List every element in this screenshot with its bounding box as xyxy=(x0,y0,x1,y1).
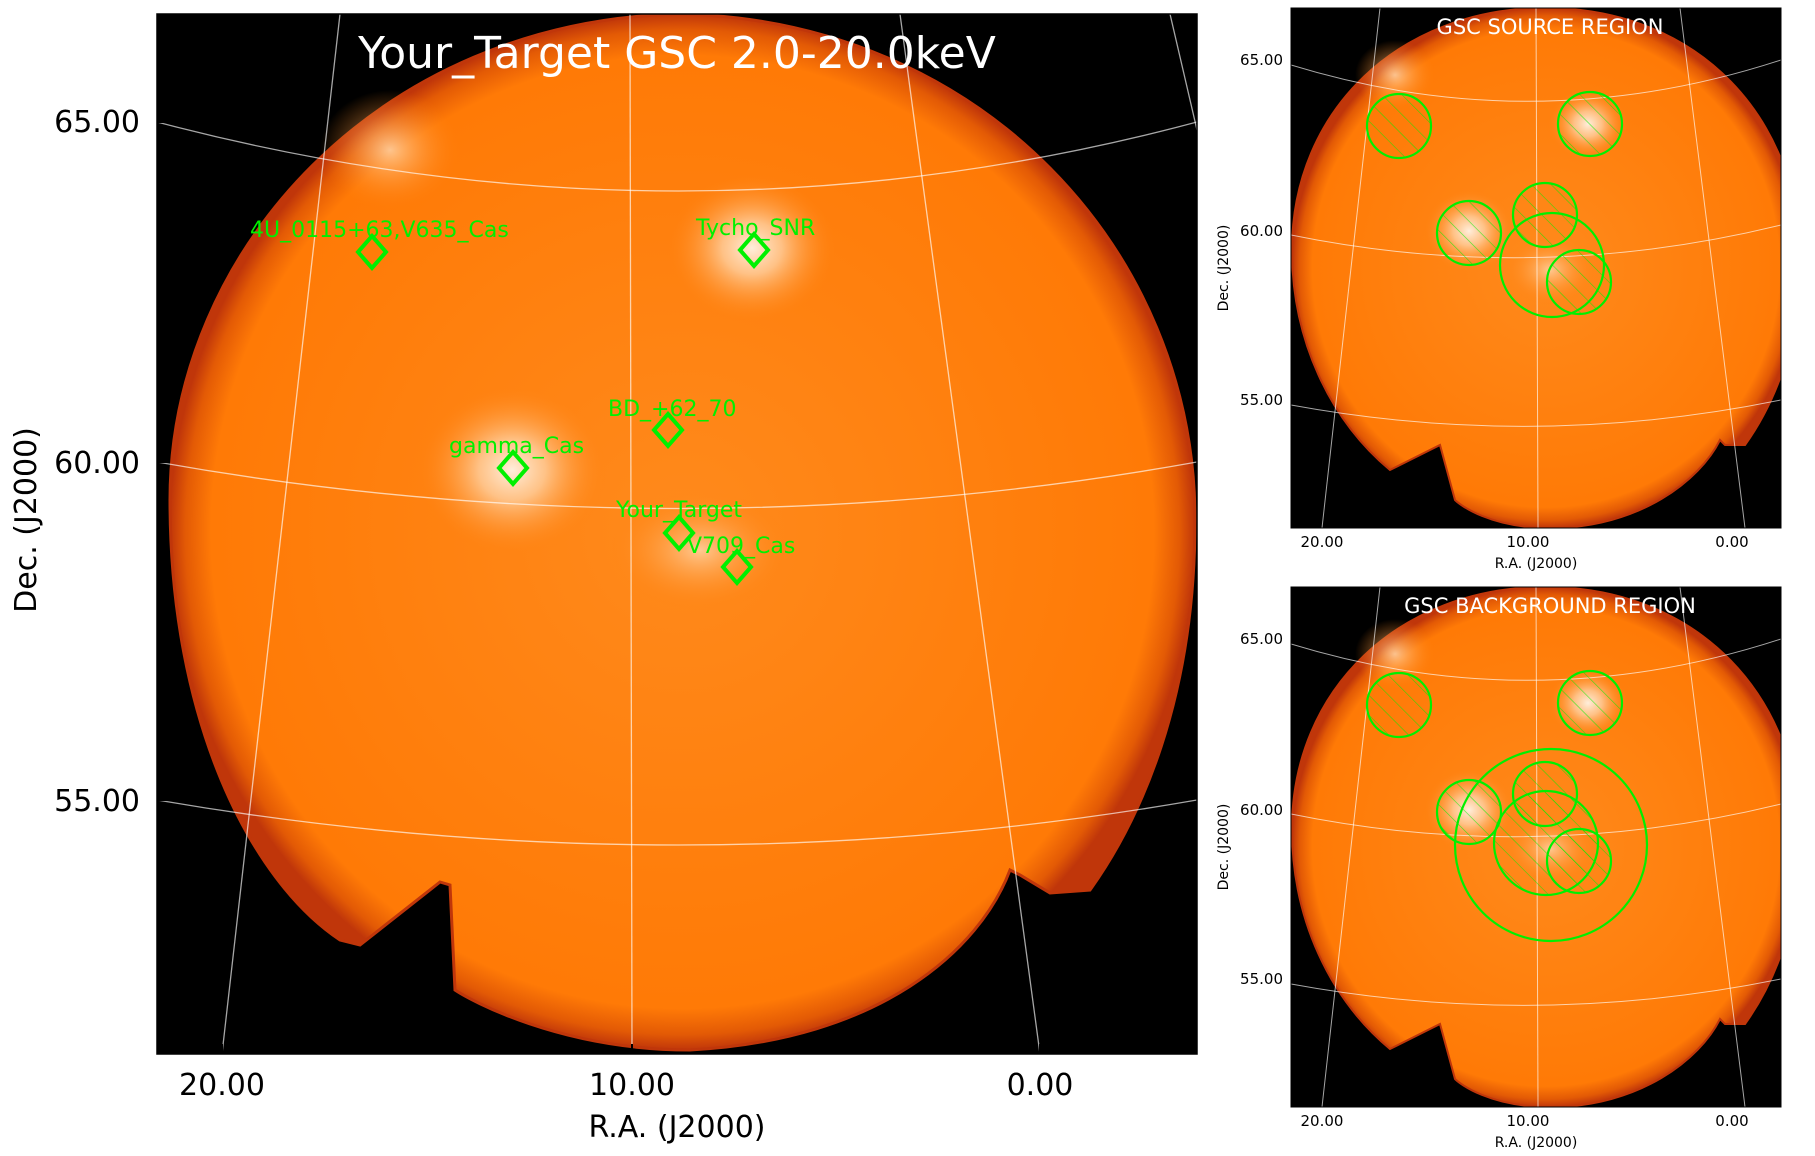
background-ylabel: Dec. (J2000) xyxy=(1216,804,1232,891)
marker-v709 xyxy=(720,547,754,587)
marker-bd6270 xyxy=(651,410,685,450)
main-xlabel: R.A. (J2000) xyxy=(589,1110,766,1145)
background-ytick-0: 65.00 xyxy=(1240,630,1283,648)
source-region-circle xyxy=(1498,211,1606,319)
main-source-markers xyxy=(355,230,771,587)
marker-tycho xyxy=(737,230,771,270)
source-excl-gammacas xyxy=(1435,199,1503,267)
source-hotspot-a xyxy=(1355,40,1435,110)
main-title: Your_Target GSC 2.0-20.0keV xyxy=(357,28,996,79)
background-ytick-2: 55.00 xyxy=(1240,970,1283,988)
background-excl-bd6270 xyxy=(1511,760,1579,828)
source-xtick-1: 10.00 xyxy=(1507,533,1550,551)
source-ylabel: Dec. (J2000) xyxy=(1216,225,1232,312)
background-xlabel: R.A. (J2000) xyxy=(1495,1135,1578,1151)
marker-4u0115 xyxy=(355,232,389,272)
background-title: GSC BACKGROUND REGION xyxy=(1404,594,1696,618)
main-xtick-1: 10.00 xyxy=(589,1068,675,1103)
main-source-labels: 4U_0115+63,V635_Cas Tycho_SNR BD_+62_70 … xyxy=(250,216,815,559)
main-ytick-0: 65.00 xyxy=(54,105,140,140)
main-hotspot-4u0115 xyxy=(320,90,460,210)
label-4u0115: 4U_0115+63,V635_Cas xyxy=(250,218,509,243)
main-ytick-2: 55.00 xyxy=(54,784,140,819)
label-v709: V709_Cas xyxy=(687,534,795,559)
main-xtick-0: 20.00 xyxy=(179,1068,265,1103)
source-excl-bd6270 xyxy=(1511,181,1579,249)
source-xlabel: R.A. (J2000) xyxy=(1495,556,1578,572)
source-excl-tycho xyxy=(1556,90,1624,158)
background-excl-4u0115 xyxy=(1365,671,1433,739)
source-grid xyxy=(1291,8,1781,528)
main-panel: 4U_0115+63,V635_Cas Tycho_SNR BD_+62_70 … xyxy=(9,13,1198,1145)
main-grid xyxy=(157,14,1197,1054)
background-regions xyxy=(1365,669,1649,943)
source-excl-4u0115 xyxy=(1365,92,1433,160)
background-panel: GSC BACKGROUND REGION 65.00 60.00 55.00 … xyxy=(1216,586,1782,1151)
source-ytick-0: 65.00 xyxy=(1240,51,1283,69)
background-excl-gammacas xyxy=(1435,778,1503,846)
main-hotspot-tycho xyxy=(667,173,837,323)
source-regions xyxy=(1365,90,1624,319)
label-gammacas: gamma_Cas xyxy=(449,434,584,459)
main-ylabel: Dec. (J2000) xyxy=(9,427,44,613)
background-excl-v709 xyxy=(1545,827,1613,895)
background-xtick-1: 10.00 xyxy=(1507,1112,1550,1130)
label-tycho: Tycho_SNR xyxy=(695,216,815,241)
main-hotspot-v709 xyxy=(610,490,790,610)
background-axes-frame xyxy=(1290,586,1782,1108)
background-xtick-2: 0.00 xyxy=(1715,1112,1748,1130)
label-yourtarget: Your_Target xyxy=(615,498,742,523)
source-excl-v709 xyxy=(1545,248,1613,316)
source-ytick-1: 60.00 xyxy=(1240,222,1283,240)
marker-yourtarget xyxy=(662,513,696,553)
source-panel: GSC SOURCE REGION 65.00 60.00 55.00 20.0… xyxy=(1216,7,1782,572)
main-xtick-2: 0.00 xyxy=(1007,1068,1074,1103)
main-hotspot-gammacas xyxy=(417,385,607,555)
source-xtick-0: 20.00 xyxy=(1301,533,1344,551)
source-xtick-2: 0.00 xyxy=(1715,533,1748,551)
background-ytick-1: 60.00 xyxy=(1240,801,1283,819)
background-excl-tycho xyxy=(1556,669,1624,737)
main-axes-frame xyxy=(156,13,1198,1055)
label-bd6270: BD_+62_70 xyxy=(608,397,736,422)
marker-gammacas xyxy=(496,448,530,488)
source-title: GSC SOURCE REGION xyxy=(1437,15,1664,39)
main-ytick-1: 60.00 xyxy=(54,446,140,481)
source-axes-frame xyxy=(1290,7,1782,529)
background-hotspot-a xyxy=(1355,619,1435,689)
source-ytick-2: 55.00 xyxy=(1240,391,1283,409)
background-xtick-0: 20.00 xyxy=(1301,1112,1344,1130)
background-outer-circle xyxy=(1453,747,1649,943)
main-ticks xyxy=(157,121,1041,1054)
